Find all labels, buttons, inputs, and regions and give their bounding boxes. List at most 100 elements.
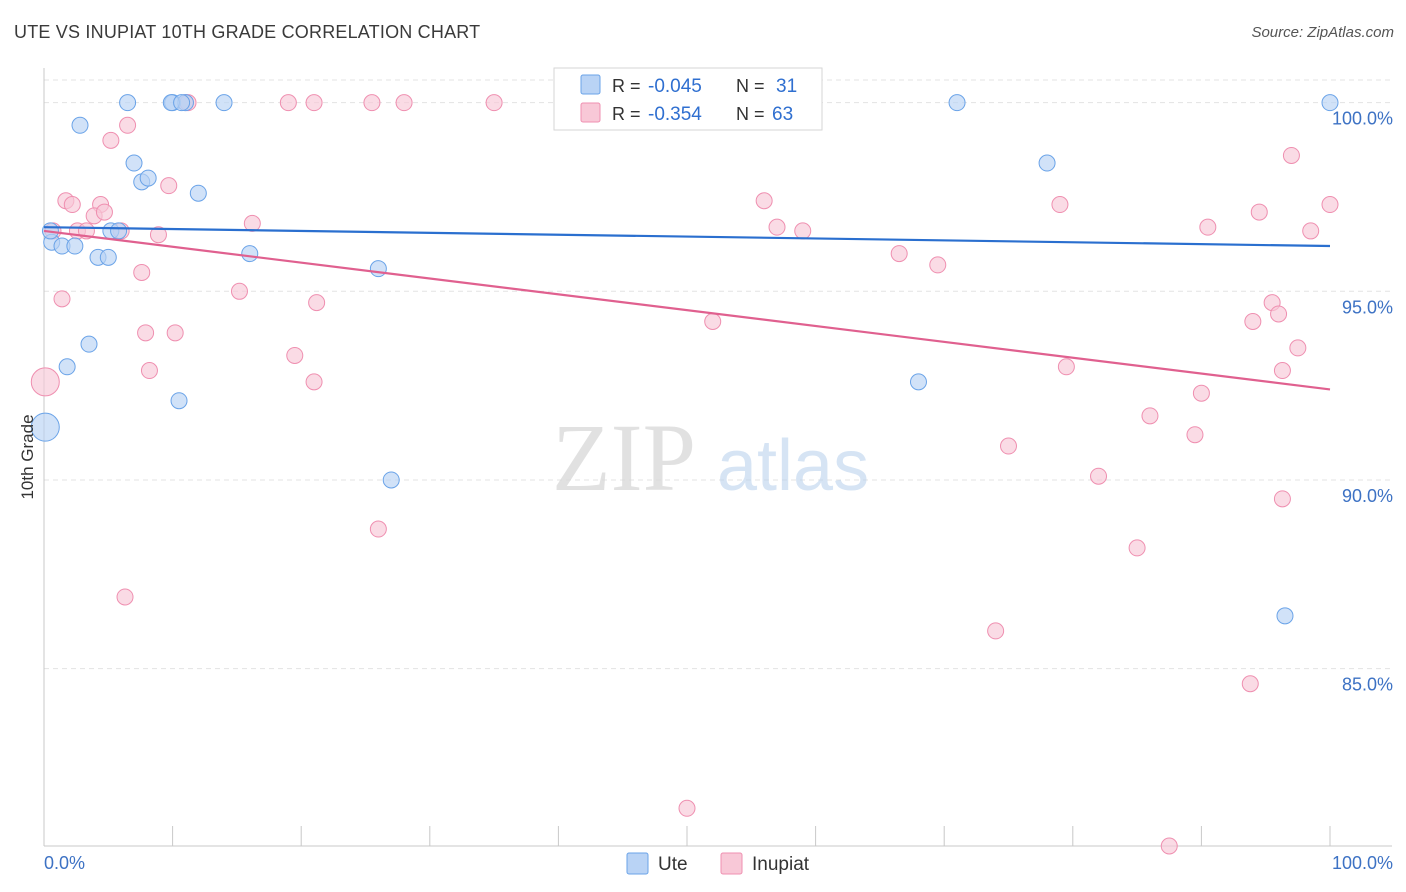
watermark: ZIP atlas <box>552 404 869 511</box>
inupiat-point <box>890 245 908 263</box>
inupiat-point <box>53 290 71 308</box>
source-credit: Source: ZipAtlas.com <box>1251 24 1394 41</box>
inupiat-point <box>1321 196 1339 214</box>
ute-point <box>1321 94 1339 112</box>
ute-point <box>948 94 966 112</box>
ute-point <box>170 392 188 410</box>
x-tick-label-min: 0.0% <box>44 853 85 873</box>
inupiat-point <box>1199 218 1217 236</box>
ute-point <box>125 154 143 172</box>
inupiat-point <box>1090 467 1108 485</box>
ute-point <box>1038 154 1056 172</box>
inupiat-swatch <box>580 102 601 123</box>
inupiat-n-label: N = <box>736 104 765 124</box>
inupiat-point <box>149 226 167 244</box>
inupiat-r-label: R = <box>612 104 641 124</box>
inupiat-point <box>1000 437 1017 455</box>
ute-point <box>369 260 387 278</box>
inupiat-point <box>1302 222 1320 240</box>
inupiat-point <box>794 222 812 240</box>
inupiat-point <box>1270 305 1288 323</box>
ute-n-value: 31 <box>776 76 797 97</box>
y-tick-label: 85.0% <box>1342 675 1393 695</box>
inupiat-point <box>95 203 113 221</box>
inupiat-point <box>119 116 137 134</box>
inupiat-point <box>987 622 1005 640</box>
ute-r-label: R = <box>612 76 641 96</box>
inupiat-point <box>1160 837 1178 855</box>
inupiat-point <box>63 196 81 214</box>
ute-point <box>1276 607 1294 625</box>
ute-point <box>119 94 137 112</box>
ute-point <box>189 184 207 202</box>
ute-trend-line <box>43 226 1331 248</box>
axis-ticks: 100.0% 95.0% 90.0% 85.0% 0.0% 100.0% <box>43 109 1393 873</box>
inupiat-point <box>305 94 323 112</box>
inupiat-point <box>1057 358 1075 376</box>
ute-point <box>71 116 89 134</box>
inupiat-point <box>286 346 304 364</box>
inupiat-trend-line <box>43 229 1331 391</box>
stats-legend: R = -0.045 N = 31 R = -0.354 N = 63 <box>553 67 823 131</box>
inupiat-point <box>1250 203 1268 221</box>
inupiat-point <box>1282 146 1300 164</box>
legend-inupiat-swatch <box>720 852 743 875</box>
inupiat-point <box>768 218 786 236</box>
inupiat-point <box>160 177 178 195</box>
legend-ute-label: Ute <box>658 854 688 875</box>
inupiat-point <box>1192 384 1210 402</box>
inupiat-n-value: 63 <box>772 104 793 125</box>
ute-point <box>173 94 191 112</box>
watermark-atlas: atlas <box>717 426 869 506</box>
ute-point <box>30 412 60 442</box>
inupiat-point <box>1186 426 1204 444</box>
inupiat-point <box>305 373 323 391</box>
ute-points <box>30 94 1339 625</box>
y-tick-label: 100.0% <box>1332 109 1393 129</box>
ute-point <box>382 471 400 489</box>
y-axis-label: 10th Grade <box>18 414 37 499</box>
inupiat-point <box>1141 407 1159 425</box>
trend-lines <box>43 226 1331 391</box>
ute-point <box>241 245 259 263</box>
inupiat-point <box>485 94 503 112</box>
inupiat-point <box>1273 362 1291 380</box>
inupiat-point <box>166 324 184 342</box>
inupiat-point <box>133 263 151 281</box>
ute-point <box>99 248 117 266</box>
inupiat-point <box>308 294 326 312</box>
inupiat-point <box>929 256 947 274</box>
gridlines <box>44 79 1392 670</box>
chart-title: UTE VS INUPIAT 10TH GRADE CORRELATION CH… <box>14 22 481 42</box>
inupiat-point <box>243 214 261 232</box>
ute-n-label: N = <box>736 76 765 96</box>
ute-swatch <box>580 74 601 95</box>
inupiat-point <box>395 94 413 112</box>
inupiat-point <box>1128 539 1146 557</box>
watermark-zip: ZIP <box>552 404 696 511</box>
ute-point <box>215 94 233 112</box>
ute-point <box>139 169 157 187</box>
inupiat-point <box>137 324 155 342</box>
inupiat-point <box>678 799 696 817</box>
inupiat-point <box>1273 490 1291 508</box>
ute-r-value: -0.045 <box>648 76 702 97</box>
inupiat-point <box>363 94 381 112</box>
inupiat-point <box>1051 196 1069 214</box>
ute-point <box>58 358 76 376</box>
ute-point <box>909 373 927 391</box>
inupiat-point <box>1289 339 1307 357</box>
y-tick-label: 95.0% <box>1342 297 1393 317</box>
inupiat-point <box>704 312 722 330</box>
inupiat-point <box>755 192 773 210</box>
inupiat-point <box>140 362 158 380</box>
ute-point <box>80 335 98 353</box>
series-legend: Ute Inupiat <box>626 852 810 875</box>
inupiat-point <box>230 282 248 300</box>
inupiat-point <box>1241 675 1259 693</box>
legend-inupiat-label: Inupiat <box>752 854 810 875</box>
inupiat-point <box>30 367 60 397</box>
ute-point <box>110 222 128 240</box>
ute-point <box>66 237 84 255</box>
